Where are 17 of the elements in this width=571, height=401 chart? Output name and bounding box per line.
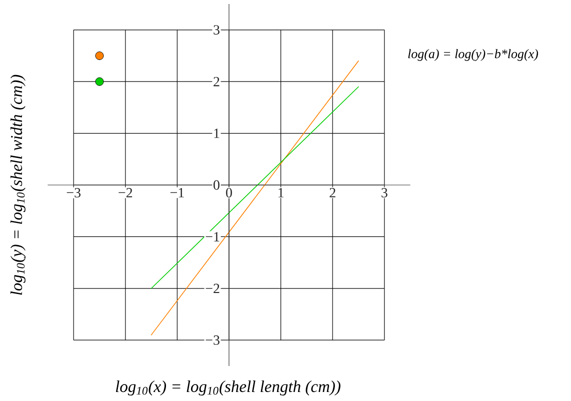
y-tick-label: −3: [206, 335, 220, 345]
y-tick-label: 0: [214, 180, 220, 190]
y-tick-label: 2: [214, 76, 220, 86]
x-tick-label: −2: [118, 188, 132, 198]
x-tick-label: 1: [278, 188, 284, 198]
annotation: log(a) = log(y)−b*log(x): [408, 49, 538, 61]
y-tick-label: −2: [206, 284, 220, 294]
x-tick-label: 3: [382, 188, 388, 198]
y-tick-label: −1: [206, 232, 220, 242]
y-tick-label: 1: [214, 128, 220, 138]
y-axis-title: log$_{10}$(y) = log$_{10}$(shell width (cm)): [10, 74, 26, 295]
x-axis-title: log$_{10}$(x) = log$_{10}$(shell length (cm)): [116, 380, 340, 396]
x-tick-label: −3: [66, 188, 80, 198]
x-tick-label: 2: [330, 188, 336, 198]
x-tick-label: −1: [170, 188, 184, 198]
y-tick-label: 3: [214, 25, 220, 35]
x-tick-label: 0: [226, 188, 232, 198]
